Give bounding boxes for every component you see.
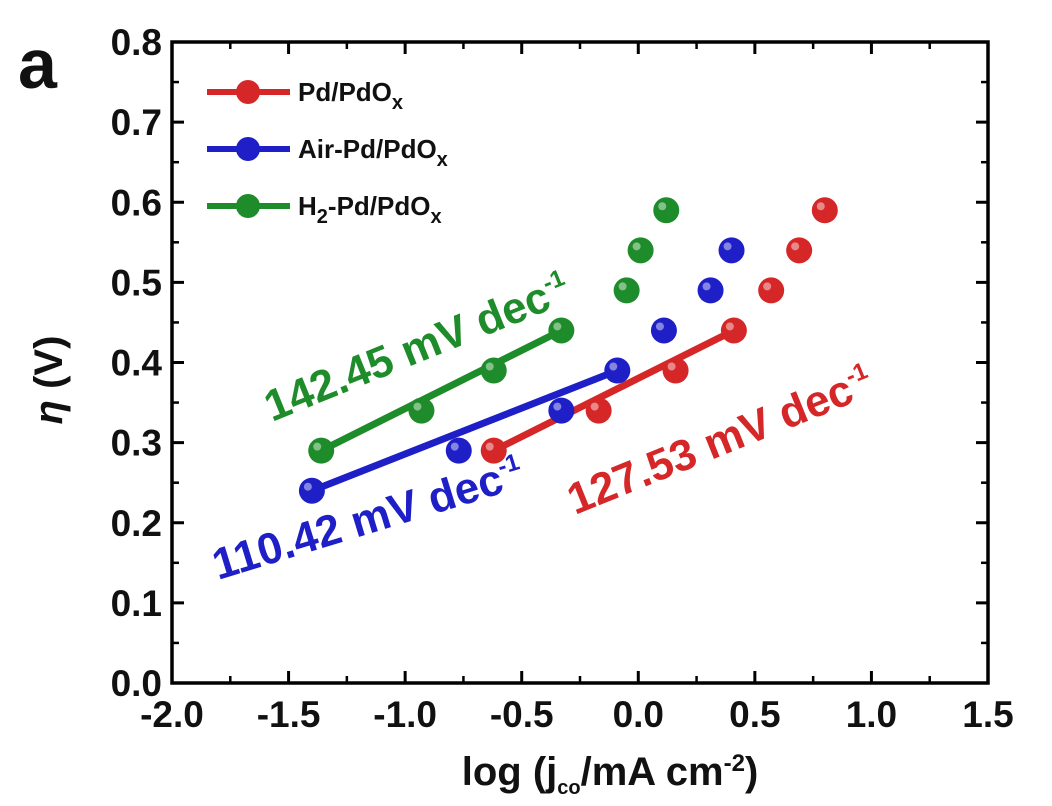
legend-marker-series-0 xyxy=(236,80,260,104)
legend-sub: 2 xyxy=(317,206,328,228)
data-points xyxy=(298,197,838,504)
y-tick-label: 0.7 xyxy=(111,102,162,143)
point-series-1-2 xyxy=(548,397,575,424)
x-title-mid: /mA cm xyxy=(581,750,724,794)
point-highlight xyxy=(553,322,562,331)
y-tick-label: 0.4 xyxy=(111,343,163,384)
legend-name-rest: -Pd/PdO xyxy=(328,191,431,221)
point-series-2-1 xyxy=(408,397,435,424)
y-title-unit: (V) xyxy=(27,336,71,400)
x-tick-label: 1.0 xyxy=(846,694,897,735)
x-title-sub: co xyxy=(557,777,580,799)
point-highlight xyxy=(667,362,676,371)
point-highlight xyxy=(413,402,422,411)
point-series-1-5 xyxy=(697,277,724,304)
legend-sub: x xyxy=(392,92,403,114)
legend-label-series-2: H2-Pd/PdOx xyxy=(298,191,442,228)
point-highlight xyxy=(816,202,825,211)
point-series-0-1 xyxy=(585,397,612,424)
y-tick-label: 0.3 xyxy=(111,423,162,464)
point-series-1-0 xyxy=(298,477,325,504)
point-highlight xyxy=(609,362,618,371)
x-tick-label: 0.0 xyxy=(613,694,664,735)
x-tick-label: -0.5 xyxy=(490,694,554,735)
point-series-1-6 xyxy=(718,237,745,264)
point-series-1-1 xyxy=(445,437,472,464)
legend-sub: x xyxy=(437,149,448,171)
point-series-0-4 xyxy=(758,277,785,304)
legend-name: Air-Pd/PdO xyxy=(298,134,437,164)
legend-name: H xyxy=(298,191,317,221)
point-series-0-0 xyxy=(480,437,507,464)
point-series-0-2 xyxy=(662,357,689,384)
y-axis-title: η (V) xyxy=(27,336,71,425)
point-highlight xyxy=(303,482,312,491)
point-highlight xyxy=(553,402,562,411)
legend-label-series-1: Air-Pd/PdOx xyxy=(298,134,448,171)
point-series-2-2 xyxy=(480,357,507,384)
point-highlight xyxy=(655,322,664,331)
point-highlight xyxy=(618,282,627,291)
point-series-2-6 xyxy=(653,197,680,224)
legend-name: Pd/PdO xyxy=(298,77,392,107)
y-tick-label: 0.2 xyxy=(111,503,162,544)
point-highlight xyxy=(450,442,459,451)
point-series-2-0 xyxy=(308,437,335,464)
x-title-sup: -2 xyxy=(724,750,745,777)
point-highlight xyxy=(791,242,800,251)
x-axis: -2.0 -1.5 -1.0 -0.5 0.0 0.5 1.0 1.5 xyxy=(140,42,1014,735)
point-highlight xyxy=(725,322,734,331)
y-tick-label: 0.1 xyxy=(111,583,162,624)
legend-sub: x xyxy=(430,206,441,228)
point-series-0-5 xyxy=(786,237,813,264)
legend-label-series-0: Pd/PdOx xyxy=(298,77,403,114)
plot-area xyxy=(170,40,990,685)
x-tick-label: -1.5 xyxy=(257,694,321,735)
point-series-2-4 xyxy=(613,277,640,304)
x-axis-title: log (jco/mA cm-2) xyxy=(462,750,759,799)
point-highlight xyxy=(632,242,641,251)
x-tick-label: 1.5 xyxy=(962,694,1013,735)
x-tick-label: -1.0 xyxy=(373,694,437,735)
y-axis: 0.0 0.1 0.2 0.3 0.4 0.5 0.6 0.7 0.8 xyxy=(111,22,988,704)
point-highlight xyxy=(658,202,667,211)
legend-marker-series-1 xyxy=(236,137,260,161)
point-highlight xyxy=(485,442,494,451)
y-tick-label: 0.5 xyxy=(111,262,162,303)
slope-value: 127.53 mV dec xyxy=(560,365,860,524)
point-series-1-4 xyxy=(650,317,677,344)
y-tick-label: 0.6 xyxy=(111,182,162,223)
point-series-1-3 xyxy=(604,357,631,384)
legend-marker-series-2 xyxy=(236,194,260,218)
fit-line-series-1 xyxy=(308,367,621,495)
point-series-2-5 xyxy=(627,237,654,264)
x-title-main: log (j xyxy=(462,750,558,794)
fit-line-series-0 xyxy=(490,326,738,455)
y-title-symbol: η xyxy=(27,400,71,424)
point-series-0-6 xyxy=(811,197,838,224)
panel-letter: a xyxy=(18,25,58,103)
point-series-0-3 xyxy=(720,317,747,344)
point-highlight xyxy=(702,282,711,291)
point-series-2-3 xyxy=(548,317,575,344)
plot-frame xyxy=(170,40,990,685)
point-highlight xyxy=(590,402,599,411)
point-highlight xyxy=(723,242,732,251)
point-highlight xyxy=(313,442,322,451)
slope-label-series-0: 127.53 mV dec-1 xyxy=(560,357,879,524)
x-tick-label: 0.5 xyxy=(729,694,780,735)
x-title-end: ) xyxy=(745,750,758,794)
x-tick-label: -2.0 xyxy=(140,694,204,735)
point-highlight xyxy=(485,362,494,371)
fit-lines xyxy=(308,326,738,495)
fit-line-series-2 xyxy=(317,326,565,455)
y-tick-label: 0.0 xyxy=(111,663,162,704)
y-tick-label: 0.8 xyxy=(111,22,162,63)
point-highlight xyxy=(763,282,772,291)
